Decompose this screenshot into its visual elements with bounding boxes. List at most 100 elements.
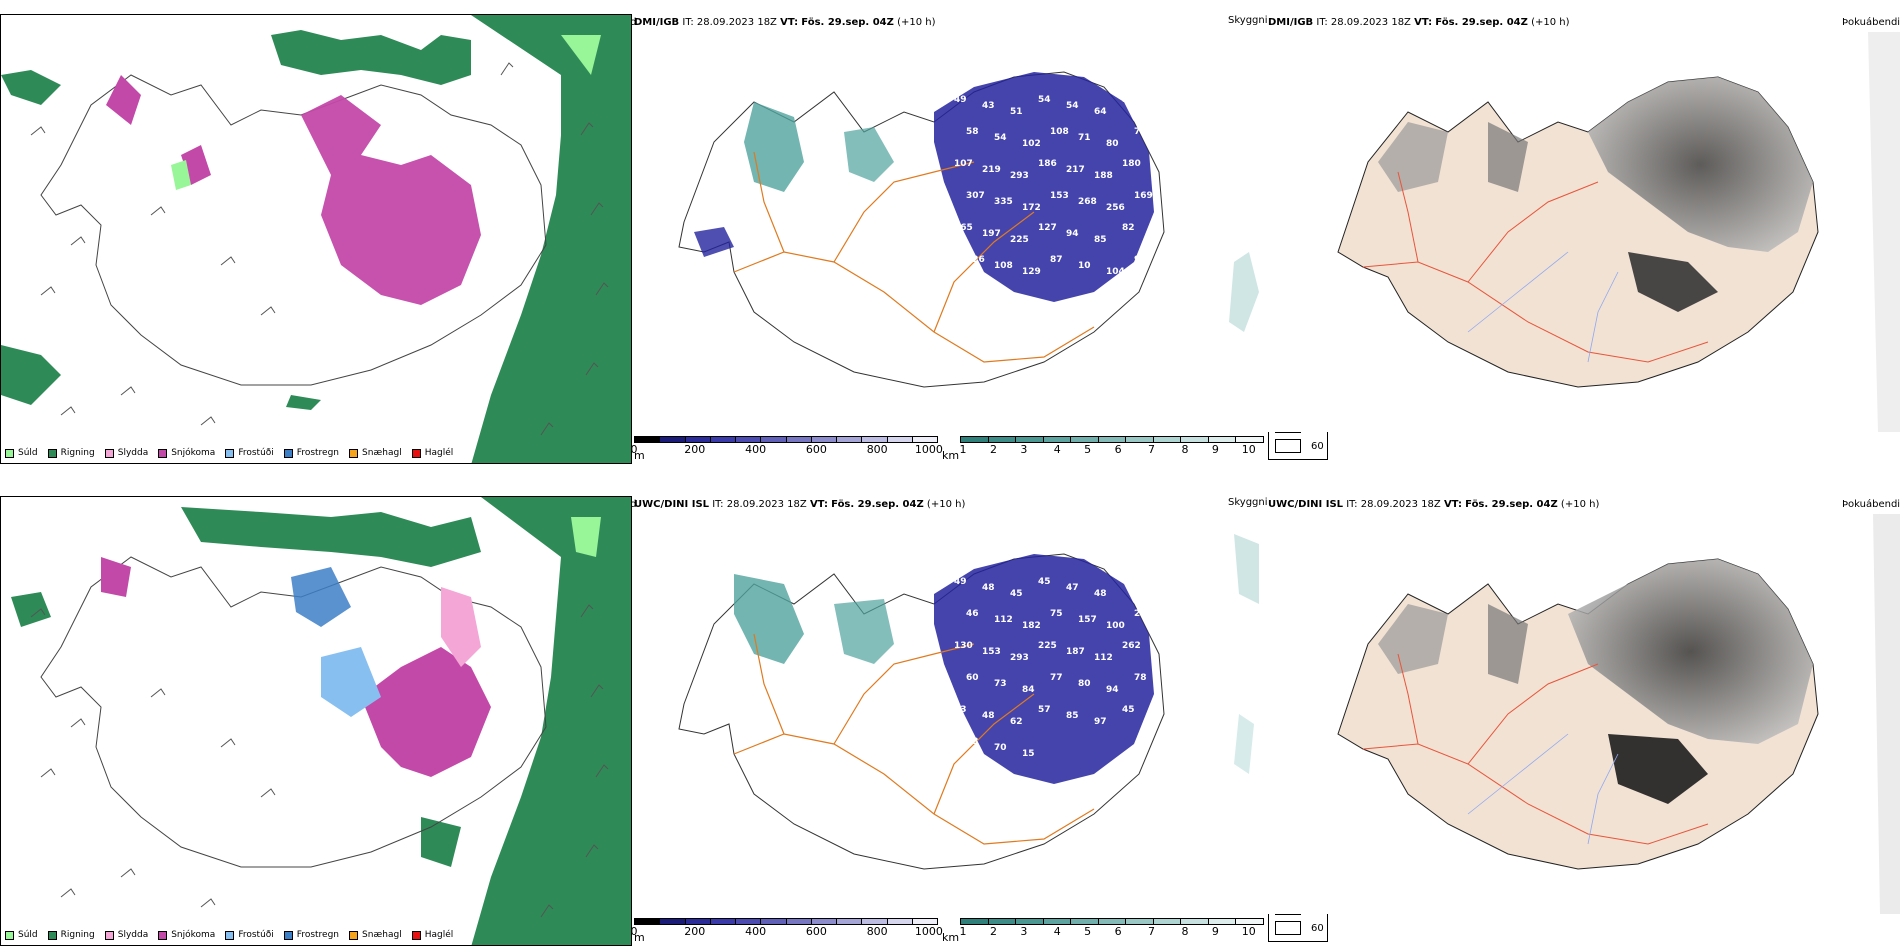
cloud-number: 335 [994,197,1013,207]
rivers [1467,733,1619,845]
legend-item: Frostregn [283,448,339,458]
cloud-number: 172 [1022,203,1041,213]
legend-swatch-rain [47,930,57,940]
cloud-number: 47 [1066,583,1079,593]
field-title: Þokuábendi [1842,499,1900,510]
drizzle-area [171,160,191,190]
cloud-number: 41 [954,287,967,297]
tick-label: 2 [989,925,997,938]
scale-step [635,437,661,442]
scale-step [1071,437,1099,442]
legend-swatch-frz-rain [283,930,293,940]
scale-step [1153,437,1182,442]
tick-label: 600 [805,443,827,456]
rain-area-w [11,592,51,627]
height-scale-bar [634,918,938,925]
cloud-number: 225 [1038,641,1057,651]
rain-area-north [271,30,471,85]
tick-label: 8 [1181,925,1189,938]
cloud-number: 197 [982,229,1001,239]
it-label: IT: [1346,499,1358,510]
fog-area-center [1628,252,1718,312]
fog-area-center [1608,734,1708,804]
scale-step [1016,919,1044,924]
scale-step [988,437,1017,442]
fog-map-svg [1337,32,1900,432]
scale-step [635,919,661,924]
cloud-map: 49 48 45 45 47 48 64 46 112 182 75 157 100 218 130 153 2… [634,514,1266,914]
vt-label: VT: [780,17,799,28]
vt-value: Fös. 29.sep. 04Z [1465,499,1558,510]
tick-label: 9 [1211,925,1219,938]
cloud-number: 51 [1010,107,1023,117]
scale-step [1181,919,1209,924]
legend-item: Slydda [104,930,148,940]
wind-barbs [30,604,609,918]
scale-step [961,437,989,442]
visibility-patch [1229,252,1259,332]
scale-step [1236,437,1264,442]
scale-step [862,437,888,442]
coastline [40,74,547,386]
panel-header: DMI/IGB IT: 28.09.2023 18Z VT: Fös. 29.s… [634,16,936,30]
scale-step [685,437,711,442]
cloud-number: 77 [1050,673,1063,683]
legend-swatch-frz-drizzle [225,448,235,458]
legend-item: Haglél [411,930,453,940]
legend-item: Snæhagl [349,448,402,458]
legend-swatch-snow [158,930,168,940]
legend-item: Rigning [47,930,95,940]
legend-label: Frostregn [296,930,340,940]
tick-label: 400 [745,443,767,456]
vt-value: Fös. 29.sep. 04Z [801,17,894,28]
cloud-map-svg: 4943515454645258541021087180791072192931… [678,71,1259,388]
cloud-map-svg: 49 48 45 45 47 48 64 46 112 182 75 157 100 218 130 153 2… [678,534,1259,870]
cloud-number: 82 [1122,223,1135,233]
legend-label: Slydda [117,448,149,458]
coastline [678,553,1165,870]
fog-area-east [1568,559,1813,744]
scale-step [862,919,888,924]
snow-area-nw [101,557,131,597]
cloud-number: 54 [1066,101,1079,111]
panel-header: DMI/IGB IT: 28.09.2023 18Z VT: Fös. 29.s… [1268,16,1570,30]
cloud-number: 58 [966,127,979,137]
model-name: UWC/DINI ISL [1268,499,1344,510]
legend-swatch-sleet [104,930,114,940]
low-cloud-area-nw [744,102,804,192]
cloud-legend-row: 60 [1275,921,1324,935]
precip-map-svg [11,497,631,945]
legend-item: Frostúði [225,448,274,458]
fog-area-n [1488,122,1528,192]
cloud-number: 153 [1050,191,1069,201]
scale-step [660,437,686,442]
tick-label: 800 [866,925,888,938]
cloud-number: 15 [1022,749,1035,759]
cloud-number: 49 [954,95,967,105]
cloud-number: 127 [1038,223,1057,233]
legend-label: Súld [18,448,38,458]
cloud-number: 23 [966,737,979,747]
precip-map-svg [1,15,631,463]
cloud-number: 293 [1010,653,1029,663]
cloud-number: 187 [1066,647,1085,657]
cloud-number: 90 [1134,255,1147,265]
lead-time: (+10 h) [926,499,966,510]
cloud-number: 108 [1050,127,1069,137]
precip-type-map: Súld Rigning Slydda Snjókoma Frostúði Fr… [0,496,632,946]
cloud-number: 54 [1038,95,1051,105]
scale-step [837,919,863,924]
cloud-number: 307 [966,191,985,201]
legend-label: Frostúði [238,448,274,458]
legend-item: Snjókoma [158,930,215,940]
coastline [40,556,547,868]
cloud-numbers: 4943515454645258541021087180791072192931… [954,95,1153,297]
scale-step [1098,437,1127,442]
tick-label: 1000 [914,443,943,456]
it-value: 28.09.2023 18Z [696,17,777,28]
cloud-number: 129 [1022,267,1041,277]
tick-label: 7 [1148,443,1156,456]
scale-step [1016,437,1044,442]
lead-time: (+10 h) [1560,499,1600,510]
it-value: 28.09.2023 18Z [726,499,807,510]
